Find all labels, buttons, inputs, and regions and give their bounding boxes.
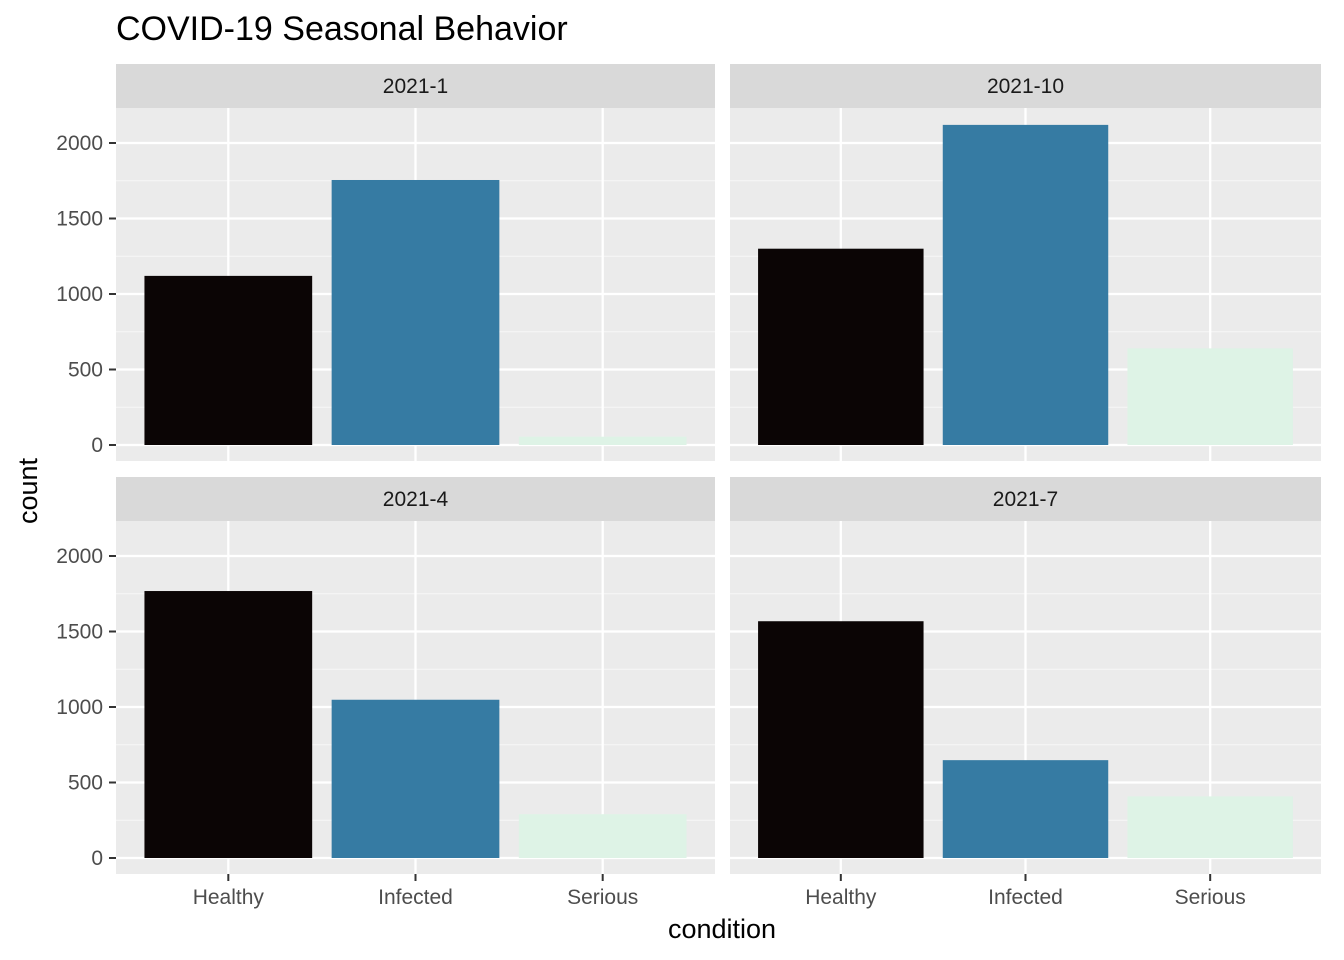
y-tick-label: 2000 bbox=[56, 545, 103, 568]
bar-serious bbox=[1127, 348, 1293, 445]
bar-serious bbox=[518, 814, 687, 858]
facet-panels: 2021-1 2021-10 2021-4 2021-7 bbox=[116, 64, 1321, 874]
y-tick-label: 1000 bbox=[56, 283, 103, 306]
x-axes: Healthy Infected Serious Healthy Infected Ser… bbox=[193, 874, 1246, 909]
bar-healthy bbox=[144, 591, 313, 858]
bar-infected bbox=[942, 760, 1109, 858]
y-tick-label: 2000 bbox=[56, 132, 103, 155]
facet-strip-label: 2021-4 bbox=[383, 488, 449, 511]
bar-infected bbox=[331, 179, 500, 445]
y-tick-label: 0 bbox=[91, 847, 103, 870]
y-tick-label: 1000 bbox=[56, 696, 103, 719]
x-tick-label: Infected bbox=[988, 886, 1063, 909]
x-axis-title: condition bbox=[668, 914, 776, 944]
y-axis-title: count bbox=[13, 457, 43, 524]
y-tick-label: 1500 bbox=[56, 208, 103, 231]
y-tick-label: 0 bbox=[91, 434, 103, 457]
y-axes: 0 500 1000 1500 2000 0 500 1000 1500 2000 bbox=[56, 132, 116, 870]
facet-strip bbox=[730, 477, 1321, 521]
facet-strip-label: 2021-7 bbox=[993, 488, 1058, 511]
bar-healthy bbox=[758, 621, 924, 858]
x-tick-label: Healthy bbox=[193, 886, 265, 909]
facet-strip-label: 2021-1 bbox=[383, 75, 448, 98]
facet-panel: 2021-7 bbox=[730, 477, 1321, 874]
x-tick-label: Serious bbox=[1175, 886, 1246, 909]
bar-infected bbox=[331, 699, 500, 858]
bar-healthy bbox=[758, 248, 924, 445]
y-tick-label: 500 bbox=[68, 359, 103, 382]
facet-strip-label: 2021-10 bbox=[987, 75, 1064, 98]
facet-panel: 2021-10 bbox=[730, 64, 1321, 461]
chart-title: COVID-19 Seasonal Behavior bbox=[116, 10, 568, 48]
facet-panel: 2021-1 bbox=[116, 64, 715, 461]
y-tick-label: 1500 bbox=[56, 621, 103, 644]
bar-healthy bbox=[144, 275, 313, 445]
bar-serious bbox=[518, 436, 687, 445]
facet-strip bbox=[116, 64, 715, 108]
x-tick-label: Serious bbox=[567, 886, 638, 909]
facet-strip bbox=[116, 477, 715, 521]
x-tick-label: Healthy bbox=[805, 886, 877, 909]
x-tick-label: Infected bbox=[378, 886, 453, 909]
facet-strip bbox=[730, 64, 1321, 108]
bar-serious bbox=[1127, 796, 1293, 858]
y-tick-label: 500 bbox=[68, 772, 103, 795]
bar-infected bbox=[942, 124, 1109, 445]
facet-panel: 2021-4 bbox=[116, 477, 715, 874]
